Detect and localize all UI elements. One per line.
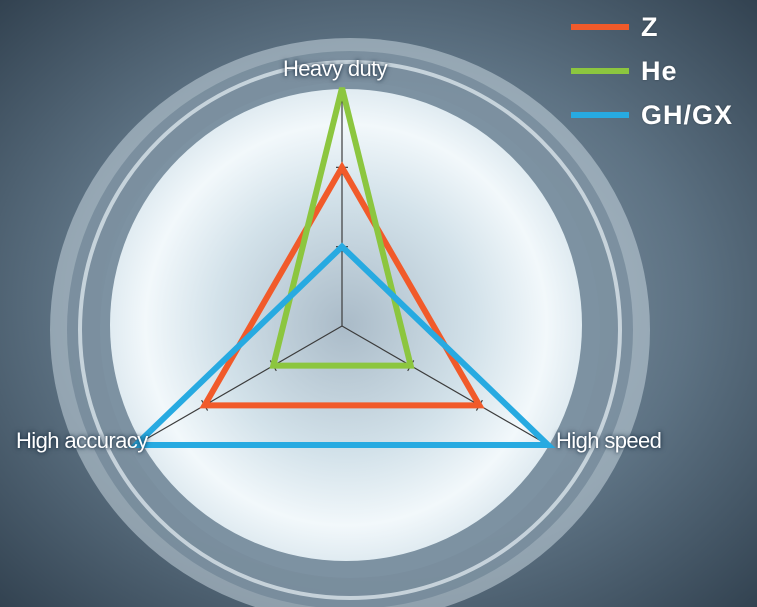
- legend-item-gh-gx: GH/GX: [571, 93, 733, 137]
- legend-swatch-he: [571, 68, 629, 74]
- legend-label-z: Z: [641, 11, 659, 42]
- axis-label-heavy-duty: Heavy duty: [283, 56, 388, 81]
- axis-line-high-speed: [341, 325, 549, 446]
- radar-series: [128, 87, 556, 448]
- axis-line-high-accuracy: [135, 325, 343, 446]
- series-gh-gx: [128, 242, 556, 448]
- legend-label-gh-gx: GH/GX: [641, 99, 734, 130]
- series-z: [199, 161, 485, 409]
- legend-swatch-gh-gx: [571, 112, 629, 118]
- legend-item-he: He: [571, 49, 733, 93]
- legend-item-z: Z: [571, 5, 733, 49]
- series-he: [269, 87, 415, 369]
- legend: Z He GH/GX: [571, 5, 733, 137]
- legend-swatch-z: [571, 24, 629, 30]
- axis-label-high-speed: High speed: [556, 428, 662, 453]
- legend-label-he: He: [641, 55, 678, 86]
- axis-label-high-accuracy: High accuracy: [16, 428, 148, 453]
- radar-axes: [135, 88, 549, 446]
